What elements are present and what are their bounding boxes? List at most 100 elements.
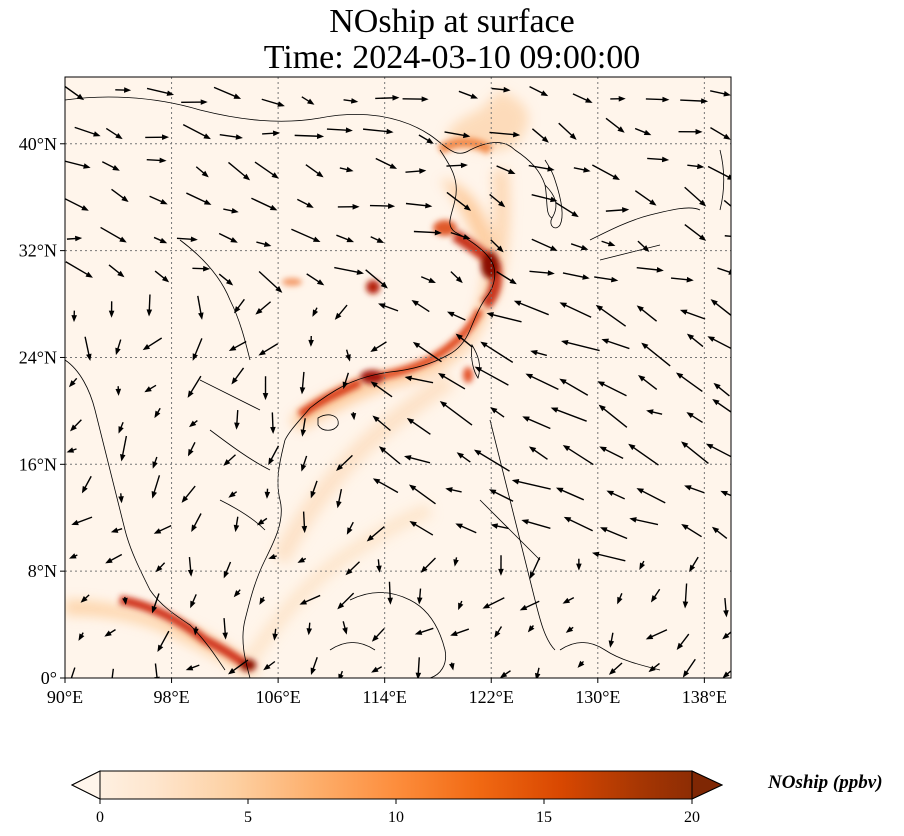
wind-arrow — [474, 366, 509, 386]
wind-arrow — [228, 340, 247, 352]
wind-arrow — [74, 126, 101, 137]
wind-arrow — [639, 560, 646, 570]
wind-arrow — [675, 372, 703, 393]
colorbar-tick-label: 20 — [684, 809, 700, 826]
wind-arrow — [686, 412, 703, 424]
wind-arrow — [187, 375, 202, 398]
wind-arrow — [522, 416, 551, 430]
y-tick-label: 0° — [41, 668, 57, 688]
wind-arrow — [152, 456, 158, 469]
wind-arrow — [193, 626, 199, 636]
wind-arrow — [646, 409, 663, 415]
wind-arrow — [606, 490, 625, 500]
wind-arrow — [576, 558, 582, 571]
x-tick-label: 98°E — [153, 687, 189, 707]
wind-arrow — [192, 265, 211, 272]
wind-arrow — [153, 236, 168, 244]
wind-arrow — [490, 407, 505, 418]
wind-arrow — [337, 203, 360, 210]
wind-arrow — [513, 300, 549, 316]
wind-arrow — [306, 273, 325, 286]
wind-arrow — [723, 597, 729, 618]
wind-arrow — [445, 487, 462, 493]
wind-arrow — [251, 197, 278, 211]
wind-arrow — [412, 341, 442, 363]
wind-arrow — [231, 367, 245, 385]
wind-arrow — [413, 229, 442, 236]
wind-arrow — [528, 164, 555, 172]
wind-arrow — [66, 235, 83, 242]
wind-arrow — [261, 98, 285, 107]
wind-arrow — [450, 628, 470, 636]
wind-arrow — [326, 127, 353, 133]
wind-arrow — [157, 630, 170, 653]
wind-arrow — [222, 618, 228, 640]
wind-arrow — [375, 157, 398, 169]
wind-arrow — [411, 299, 430, 313]
wind-arrow — [336, 488, 343, 509]
wind-arrow — [192, 338, 203, 361]
wind-arrow — [641, 342, 671, 367]
wind-arrow — [186, 192, 212, 205]
wind-arrow — [189, 419, 198, 428]
wind-arrow — [711, 526, 728, 539]
colorbar-title: NOship (ppbv) — [767, 772, 883, 793]
wind-arrow — [256, 517, 268, 526]
wind-arrow — [570, 243, 589, 251]
wind-arrow — [591, 551, 626, 562]
wind-arrow — [490, 523, 509, 530]
y-axis: 0° 8°N 16°N 24°N 32°N 40°N — [19, 134, 65, 688]
wind-arrow — [263, 660, 276, 671]
wind-arrow — [146, 157, 167, 164]
wind-arrow — [375, 95, 400, 101]
wind-arrow — [404, 375, 434, 384]
wind-arrow — [601, 338, 630, 350]
wind-arrow — [453, 557, 459, 567]
wind-arrow — [339, 166, 354, 173]
wind-arrow — [306, 622, 313, 636]
wind-arrow — [371, 666, 383, 673]
wind-arrow — [376, 559, 382, 573]
wind-arrow — [670, 276, 694, 283]
x-tick-label: 114°E — [362, 687, 407, 707]
wind-arrow — [291, 228, 321, 243]
wind-arrow — [573, 167, 591, 173]
wind-arrow — [634, 127, 652, 136]
wind-arrow — [65, 261, 93, 278]
wind-arrow — [151, 475, 161, 499]
wind-arrow — [176, 236, 198, 243]
wind-arrow — [724, 235, 731, 237]
wind-arrow — [181, 485, 196, 503]
wind-arrow — [233, 516, 240, 533]
wind-arrow — [105, 553, 123, 564]
wind-arrow — [648, 662, 660, 673]
wind-arrow — [299, 371, 306, 395]
y-tick-label: 8°N — [28, 561, 57, 581]
wind-arrow — [601, 240, 616, 247]
wind-arrow — [592, 164, 620, 180]
wind-arrow — [634, 190, 657, 206]
wind-arrow — [599, 446, 624, 459]
wind-arrow — [264, 488, 271, 499]
wind-arrow — [115, 386, 122, 396]
wind-arrow — [555, 201, 579, 218]
wind-arrow — [647, 156, 670, 163]
wind-arrow — [705, 443, 731, 458]
wind-arrow — [637, 240, 650, 252]
wind-arrow — [680, 98, 709, 104]
wind-arrow — [458, 90, 479, 99]
wind-arrow — [730, 572, 731, 575]
wind-arrow — [104, 629, 116, 637]
wind-arrow — [577, 660, 585, 668]
wind-arrow — [65, 160, 91, 169]
wind-arrow — [387, 581, 393, 605]
wind-arrow — [450, 271, 463, 284]
wind-arrow — [403, 455, 431, 464]
y-tick-label: 24°N — [19, 347, 57, 367]
wind-arrow — [527, 625, 535, 633]
wind-arrow — [521, 519, 551, 529]
wind-arrow — [142, 337, 163, 351]
wind-arrow — [420, 557, 436, 573]
wind-arrow — [100, 226, 127, 243]
wind-arrow — [482, 597, 505, 609]
